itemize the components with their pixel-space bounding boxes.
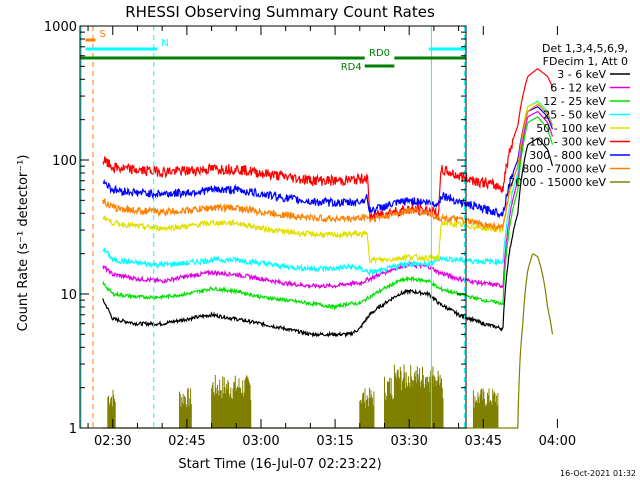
state-label-extra-0: RD0 bbox=[369, 48, 390, 59]
legend-entry-3: 25 - 50 keV bbox=[543, 109, 606, 122]
y-tick-label-0: 1 bbox=[69, 422, 77, 437]
y-tick-label-1: 10 bbox=[60, 288, 77, 303]
state-label-0: S bbox=[99, 29, 105, 40]
legend-entry-1: 6 - 12 keV bbox=[550, 82, 606, 95]
legend-entry-4: 50 - 100 keV bbox=[536, 122, 606, 135]
x-tick-label-4: 03:30 bbox=[390, 434, 427, 449]
burst-3 bbox=[359, 387, 375, 428]
burst-0 bbox=[107, 389, 116, 428]
legend-header-0: Det 1,3,4,5,6,9, bbox=[542, 42, 628, 55]
axes: 1 10 100 1000 02:30 02:45 03:00 03:15 03:30 03:45… bbox=[44, 20, 576, 449]
x-tick-label-3: 03:15 bbox=[316, 434, 353, 449]
series-line-0 bbox=[102, 137, 554, 339]
x-tick-label-1: 02:45 bbox=[168, 434, 205, 449]
y-tick-label-2: 100 bbox=[52, 154, 77, 169]
state-label-1: N bbox=[161, 38, 168, 49]
series-line-5 bbox=[102, 68, 554, 221]
series-line-2 bbox=[102, 116, 554, 311]
burst-layer bbox=[107, 364, 499, 428]
plot-frame bbox=[79, 25, 467, 429]
legend-header-1: FDecim 1, Att 0 bbox=[543, 55, 628, 68]
legend-entry-7: 800 - 7000 keV bbox=[522, 163, 606, 176]
burst-5 bbox=[393, 364, 439, 428]
state-label-5: RD4 bbox=[341, 62, 362, 73]
y-tick-label-3: 1000 bbox=[44, 20, 77, 35]
vertical-markers bbox=[80, 26, 466, 428]
series-line-1 bbox=[102, 110, 554, 290]
series-line-3 bbox=[102, 100, 554, 278]
x-tick-label-6: 04:00 bbox=[539, 434, 576, 449]
state-bars: S N RD4 RD0 bbox=[80, 29, 466, 73]
series-line-7 bbox=[102, 103, 554, 232]
chart-title: RHESSI Observing Summary Count Rates bbox=[125, 3, 435, 21]
timestamp: 16-Oct-2021 01:32 bbox=[560, 469, 636, 478]
burst-6 bbox=[472, 388, 499, 428]
x-tick-label-0: 02:30 bbox=[94, 434, 131, 449]
series-layer bbox=[102, 68, 554, 429]
burst-1 bbox=[179, 388, 192, 428]
x-tick-label-5: 03:45 bbox=[465, 434, 502, 449]
y-axis-label: Count Rate (s⁻¹ detector⁻¹) bbox=[16, 155, 31, 332]
x-axis-label: Start Time (16-Jul-07 02:23:22) bbox=[178, 457, 381, 472]
series-line-6 bbox=[102, 105, 554, 219]
legend-entry-2: 12 - 25 keV bbox=[543, 95, 606, 108]
series-line-4 bbox=[102, 101, 554, 265]
legend-entry-0: 3 - 6 keV bbox=[557, 68, 606, 81]
legend-entry-5: 100 - 300 keV bbox=[529, 136, 606, 149]
burst-2 bbox=[211, 375, 252, 428]
legend-entry-8: 7000 - 15000 keV bbox=[508, 176, 606, 189]
legend: Det 1,3,4,5,6,9,FDecim 1, Att 03 - 6 keV… bbox=[508, 42, 630, 189]
legend-entry-6: 300 - 800 keV bbox=[529, 149, 606, 162]
x-tick-label-2: 03:00 bbox=[242, 434, 279, 449]
